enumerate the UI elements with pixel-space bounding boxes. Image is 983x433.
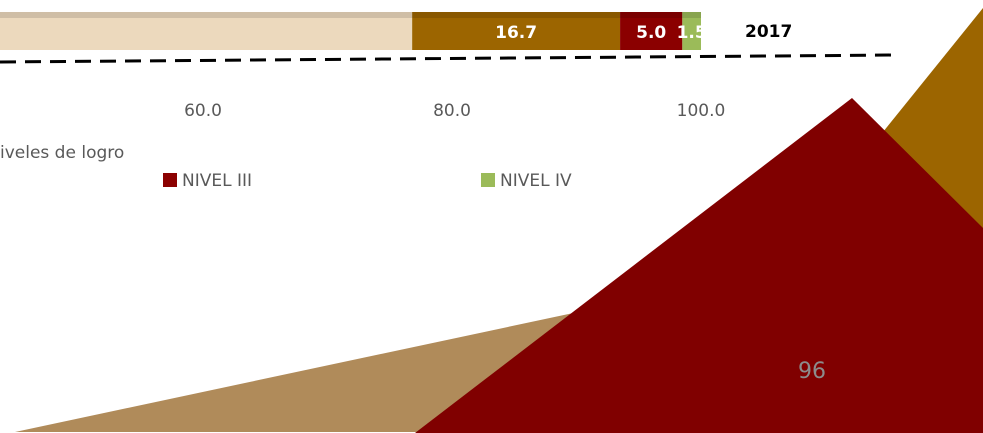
x-tick-label: 80.0 bbox=[433, 101, 471, 121]
bar-segment bbox=[412, 12, 621, 50]
bar-segment bbox=[682, 12, 701, 50]
data-label: 1.5 bbox=[677, 23, 707, 43]
legend-swatch bbox=[481, 173, 495, 187]
decoration bbox=[415, 98, 983, 433]
page-number: 96 bbox=[798, 359, 826, 384]
bar-segment bbox=[0, 12, 413, 50]
separator bbox=[0, 53, 899, 64]
x-tick-label: 100.0 bbox=[677, 101, 726, 121]
legend-swatch bbox=[163, 173, 177, 187]
data-label: 5.0 bbox=[636, 23, 666, 43]
bar-shade bbox=[0, 12, 701, 18]
legend-label: NIVEL III bbox=[182, 171, 252, 191]
legend-title: iveles de logro bbox=[0, 143, 124, 163]
legend-label: NIVEL IV bbox=[500, 171, 572, 191]
bar-segment bbox=[620, 12, 683, 50]
category-label: 2017 bbox=[745, 22, 792, 42]
x-tick-label: 60.0 bbox=[184, 101, 222, 121]
data-label: 16.7 bbox=[495, 23, 537, 43]
